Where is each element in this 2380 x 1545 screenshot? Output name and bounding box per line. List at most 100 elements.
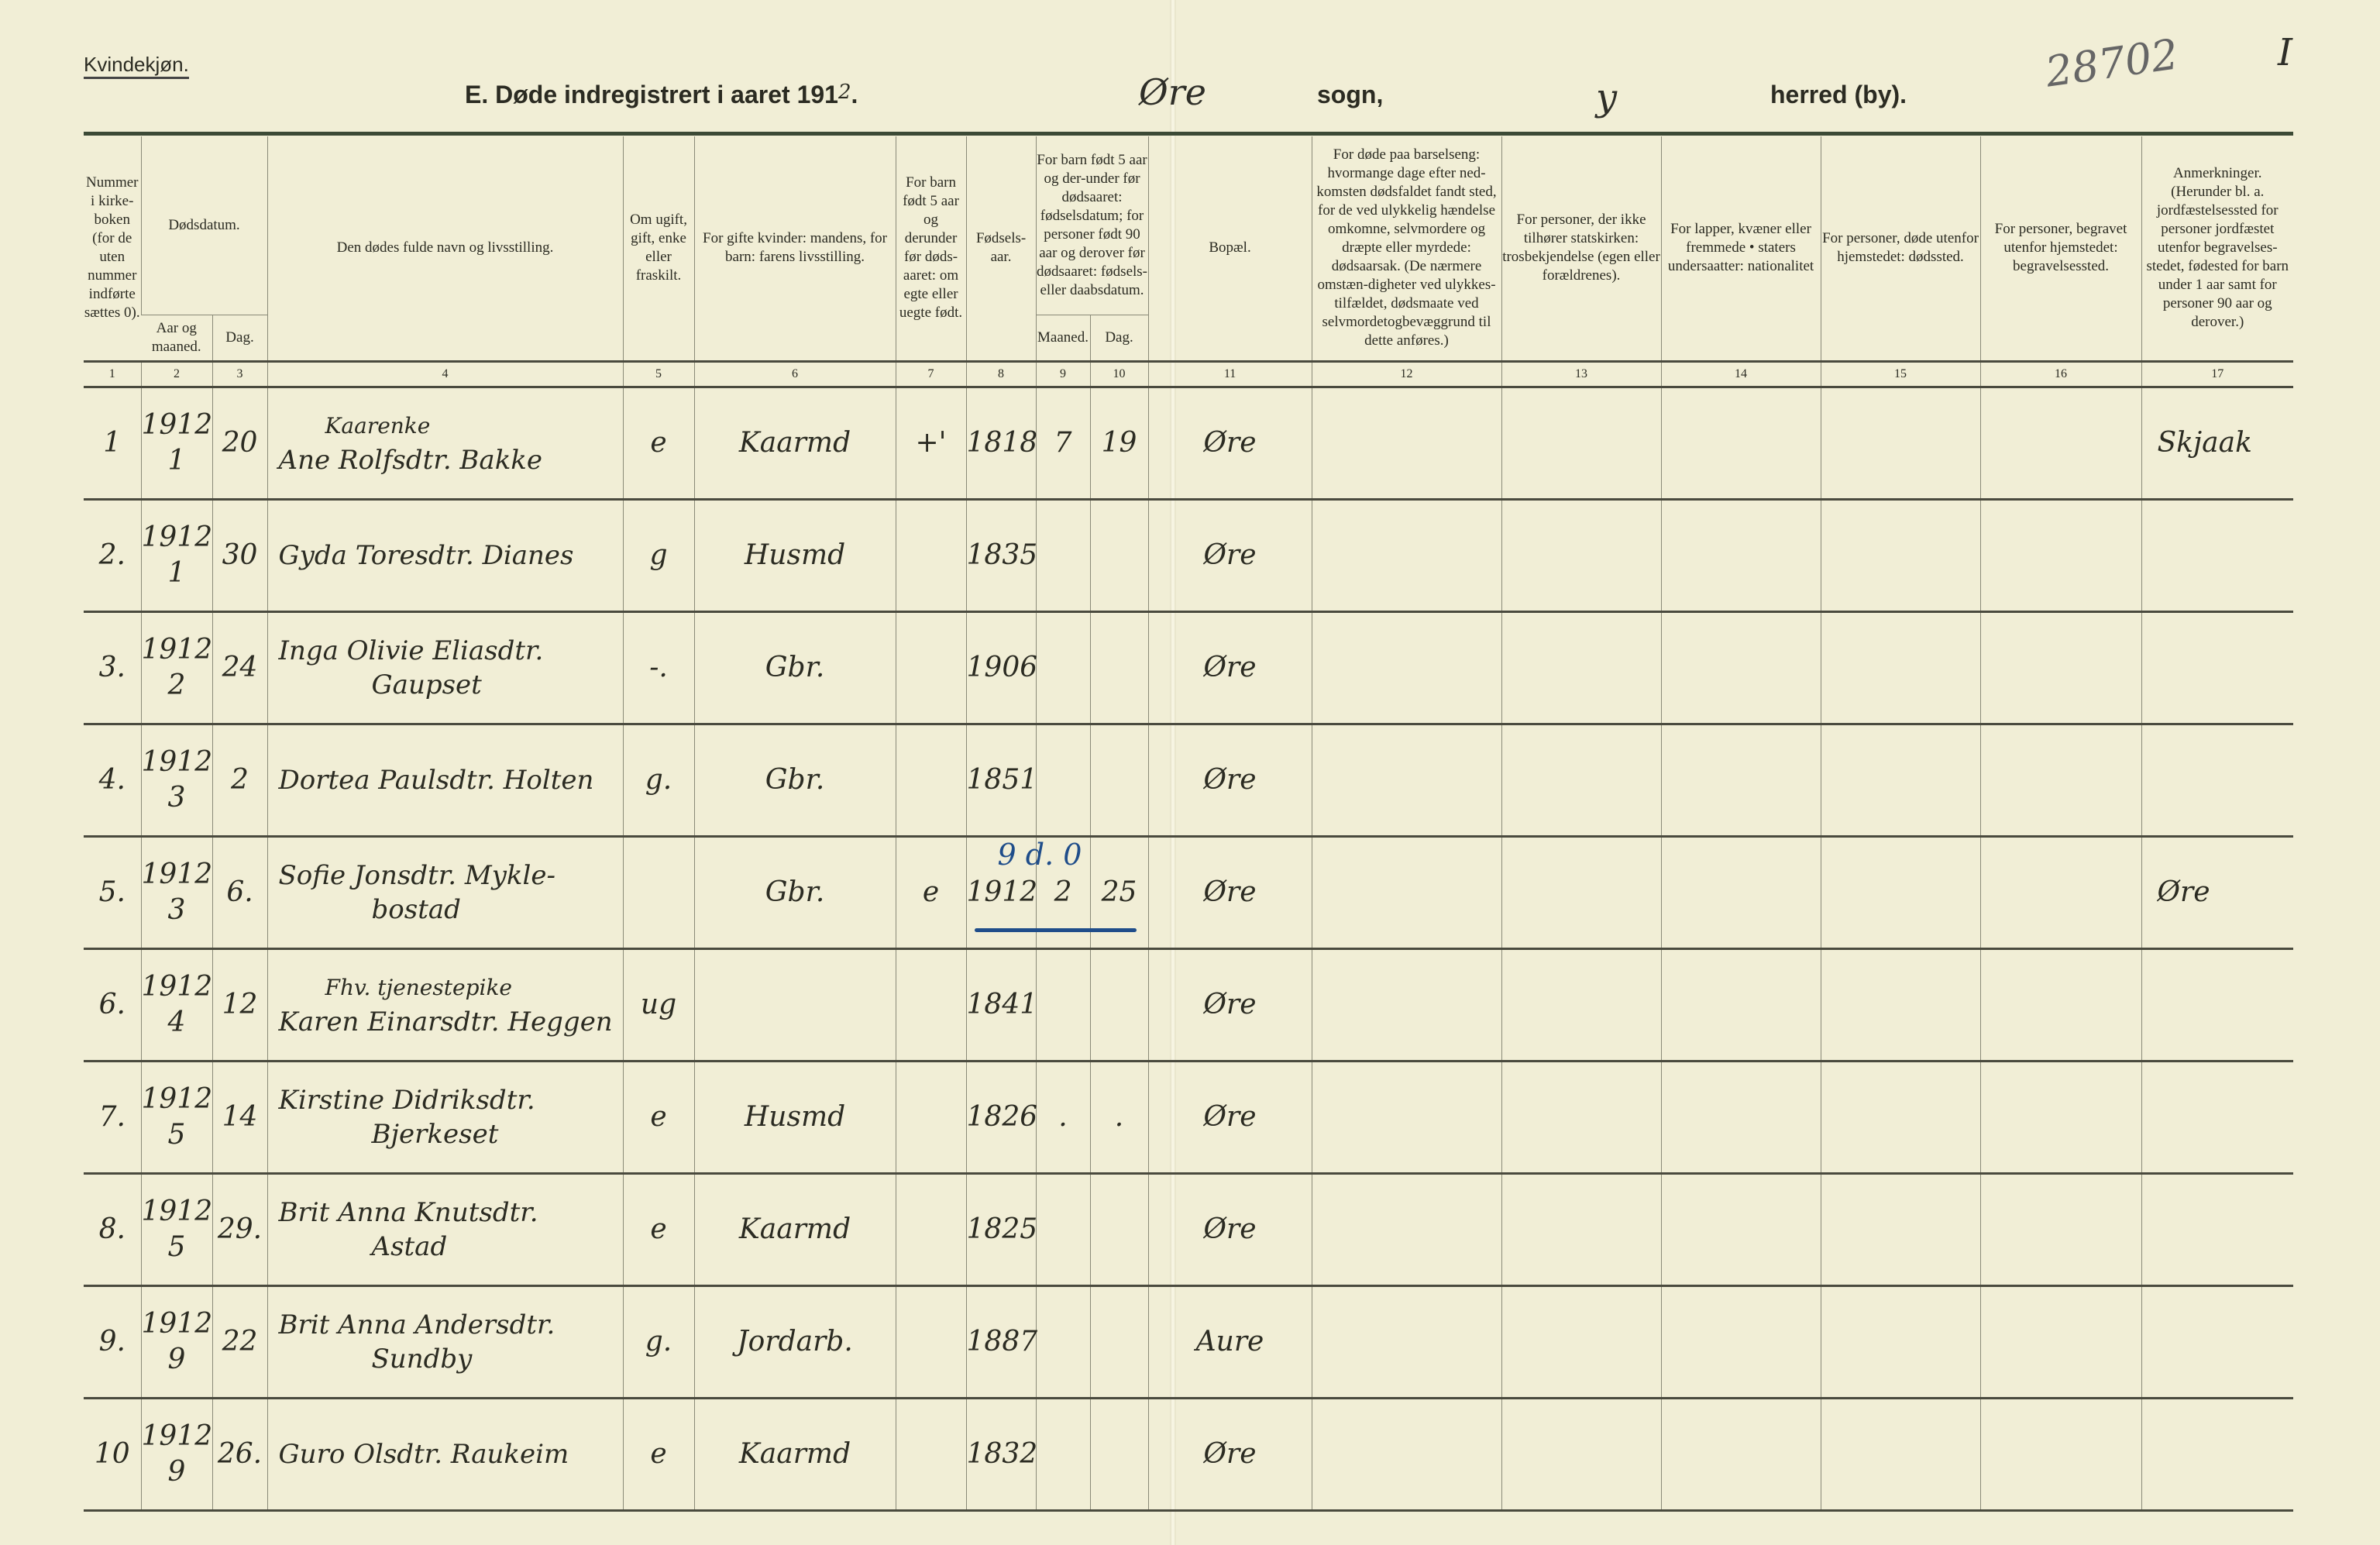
marital-status: -. (622, 610, 695, 724)
death-month: 1 (167, 556, 186, 589)
burial-place (1979, 834, 2142, 948)
religion (1501, 610, 1662, 724)
header-church-number: Nummer i kirke-boken (for de uten nummer… (84, 174, 140, 322)
table-row: 1 1912 1 20 Kaarenke Ane Rolfsdtr. Bakke e Kaar… (84, 385, 2294, 499)
death-place (1820, 1284, 1981, 1398)
nationality (1660, 1284, 1821, 1398)
column-number: 6 (693, 360, 896, 387)
death-day: 12 (212, 947, 268, 1061)
header-death-date: Dødsdatum. (140, 136, 268, 315)
column-number: 12 (1311, 360, 1502, 387)
birth-month (1035, 610, 1091, 724)
marital-status (622, 834, 695, 948)
husband-occupation: Kaarmd (693, 385, 896, 499)
cause-of-death (1311, 722, 1502, 836)
legitimacy (895, 1284, 967, 1398)
cause-of-death (1311, 1284, 1502, 1398)
death-day: 30 (212, 497, 268, 611)
birth-year: 1912 9 d. 0 (965, 834, 1137, 948)
legitimacy (895, 1172, 967, 1285)
husband-occupation: Gbr. (693, 610, 896, 724)
entry-number: 4. (84, 722, 141, 836)
death-place (1820, 1172, 1981, 1285)
deceased-name: Dortea Paulsdtr. Holten (267, 722, 624, 836)
death-year-month: 1912 4 (140, 947, 212, 1061)
deceased-name: Sofie Jonsdtr. Mykle-bostad (267, 834, 624, 948)
birth-month (1035, 947, 1091, 1061)
death-place (1820, 722, 1981, 836)
husband-occupation: Husmd (693, 497, 896, 611)
birth-month: . (1035, 1059, 1091, 1173)
column-number: 4 (267, 360, 624, 387)
nationality (1660, 947, 1821, 1061)
cause-of-death (1311, 1172, 1502, 1285)
residence: Aure (1147, 1284, 1312, 1398)
marital-status: g. (622, 722, 695, 836)
religion (1501, 1172, 1662, 1285)
nationality (1660, 834, 1821, 948)
residence: Øre (1147, 497, 1312, 611)
header-remarks: Anmerkninger. (Herunder bl. a. jordfæste… (2141, 136, 2294, 361)
religion (1501, 1059, 1662, 1173)
occupation: Kaarenke (325, 412, 431, 439)
header-birth-date: For barn født 5 aar og der-under før død… (1035, 136, 1149, 315)
deceased-name: Fhv. tjenestepike Karen Einarsdtr. Heggen (267, 947, 624, 1061)
marital-status: ug (622, 947, 695, 1061)
remarks (2141, 1396, 2294, 1512)
husband-occupation: Gbr. (693, 722, 896, 836)
residence: Øre (1147, 385, 1312, 499)
full-name: Kirstine Didriksdtr. (278, 1084, 535, 1116)
header-day: Dag. (212, 314, 268, 361)
entry-number: 3. (84, 610, 141, 724)
legitimacy (895, 722, 967, 836)
table-row: 5. 1912 3 6. Sofie Jonsdtr. Mykle-bostad Gbr.… (84, 834, 2294, 948)
remarks (2141, 610, 2294, 724)
table-row: 7. 1912 5 14 Kirstine Didriksdtr. Bjerkeset e H… (84, 1059, 2294, 1173)
death-year: 1912 (141, 408, 213, 441)
burial-place (1979, 722, 2142, 836)
table-row: 3. 1912 2 24 Inga Olivie Eliasdtr. Gaupset -. G… (84, 610, 2294, 724)
header-birth-day: Dag. (1089, 314, 1149, 361)
parish-name: Øre (1139, 71, 1206, 113)
birth-day (1089, 610, 1149, 724)
husband-occupation (693, 947, 896, 1061)
entry-number: 9. (84, 1284, 141, 1398)
legitimacy (895, 1396, 967, 1512)
death-month: 2 (167, 669, 186, 701)
remarks (2141, 1284, 2294, 1398)
residence: Øre (1147, 1396, 1312, 1512)
death-year: 1912 (141, 1082, 213, 1115)
column-number: 5 (622, 360, 695, 387)
remarks: Øre (2141, 834, 2294, 948)
table-row: 4. 1912 3 2 Dortea Paulsdtr. Holten g. Gbr. 185… (84, 722, 2294, 836)
death-year: 1912 (141, 858, 213, 890)
death-month: 9 (167, 1455, 186, 1488)
marital-status: e (622, 1059, 695, 1173)
cause-of-death (1311, 1059, 1502, 1173)
burial-place (1979, 1172, 2142, 1285)
residence: Øre (1147, 834, 1312, 948)
death-month: 1 (167, 444, 186, 477)
header-husband-father: For gifte kvinder: mandens, for barn: fa… (693, 136, 896, 361)
cause-of-death (1311, 610, 1502, 724)
death-year-month: 1912 9 (140, 1396, 212, 1512)
birth-year: 1832 (965, 1396, 1037, 1512)
column-number: 16 (1979, 360, 2142, 387)
archive-number: 28702 (2042, 29, 2182, 97)
death-register-table: Nummer i kirke-boken (for de uten nummer… (84, 136, 2294, 1512)
remarks (2141, 497, 2294, 611)
religion (1501, 722, 1662, 836)
death-month: 4 (167, 1006, 186, 1038)
cause-of-death (1311, 834, 1502, 948)
husband-occupation: Gbr. (693, 834, 896, 948)
header-birth-year: Fødsels-aar. (965, 136, 1037, 361)
column-number: 14 (1660, 360, 1821, 387)
birth-year: 1826 (965, 1059, 1037, 1173)
herred-name: y (1596, 76, 1618, 119)
sheet-number: I (2278, 31, 2292, 74)
burial-place (1979, 610, 2142, 724)
full-name: Gyda Toresdtr. Dianes (278, 539, 574, 571)
header-nationality: For lapper, kvæner eller fremmede • stat… (1660, 136, 1821, 361)
burial-place (1979, 947, 2142, 1061)
occupation: Fhv. tjenestepike (325, 974, 512, 1000)
